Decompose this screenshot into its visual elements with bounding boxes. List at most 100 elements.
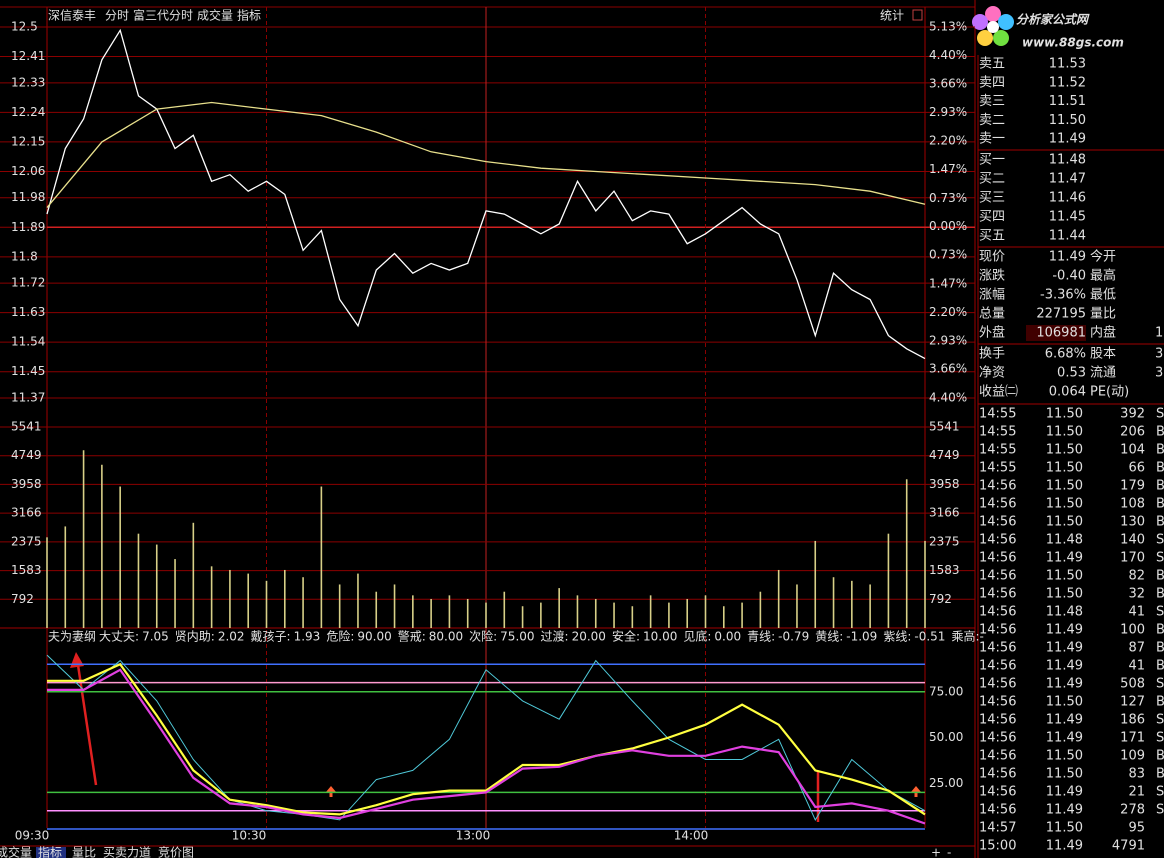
trade-price: 11.50 [1046,569,1083,584]
stat-label: 收益㈡ [979,385,1018,400]
pct-tick-label: 5.13% [929,20,967,34]
volume-bar [192,522,195,628]
trade-side: S [1156,605,1164,620]
footer-tab[interactable]: 成交量 [0,845,32,858]
stat-label: 现价 [979,250,1005,265]
trade-side: B [1156,695,1164,710]
trade-volume: 127 [1120,695,1145,710]
price-tick-label: 11.45 [11,364,45,378]
pct-tick-label: 0.73% [929,191,967,205]
trade-side: S [1156,803,1164,818]
trade-price: 11.50 [1046,443,1083,458]
pct-tick-label: 2.20% [929,305,967,319]
volume-bar [174,559,176,628]
x-tick-label: 13:00 [456,829,491,843]
volume-bar [82,450,85,628]
logo-icon [972,6,1014,46]
icon[interactable] [912,9,923,21]
trade-volume: 83 [1128,767,1145,782]
legend-value: 7.05 [142,630,169,644]
trade-price: 11.50 [1046,515,1083,530]
trade-time: 14:55 [979,407,1016,422]
trade-time: 15:00 [979,839,1016,854]
header-tab[interactable]: 富三代分时 [133,8,193,23]
pct-tick-label: 0.73% [929,248,967,262]
volume-bar [521,606,524,628]
trade-price: 11.50 [1046,479,1083,494]
pct-tick-label: 3.66% [929,77,967,91]
footer-button[interactable]: + [931,846,941,858]
footer-button[interactable]: - [947,846,951,858]
volume-bar [576,595,579,628]
stock-name: 深信泰丰 [48,9,96,23]
order-price: 11.49 [1049,132,1086,147]
footer-tab[interactable]: 量比 [72,846,96,858]
trade-volume: 108 [1120,497,1145,512]
header-tab[interactable]: 分时 [105,9,129,23]
volume-bar [613,602,615,628]
trade-price: 11.50 [1046,425,1083,440]
volume-bar [741,602,743,628]
volume-bar [832,577,835,628]
trade-time: 14:55 [979,461,1016,476]
trade-price: 11.50 [1046,461,1083,476]
footer-tab[interactable]: 指标 [38,845,62,858]
header-tab[interactable]: 指标 [237,8,261,23]
footer-tab[interactable]: 买卖力道 [103,846,151,858]
trade-volume: 392 [1120,407,1145,422]
volume-tick-label: 3958 [11,477,42,491]
legend-name: 次险: [469,629,497,644]
volume-bar [375,591,378,628]
volume-bar [869,584,871,628]
stat-label: 涨幅 [979,288,1005,303]
trade-time: 14:56 [979,677,1016,692]
trade-price: 11.49 [1046,785,1083,800]
trade-side: S [1156,731,1164,746]
stat-value: -0.40 [1052,269,1086,284]
trade-volume: 21 [1128,785,1145,800]
price-tick-label: 12.41 [11,49,45,63]
pct-tick-label: 2.93% [929,105,967,119]
header-tab[interactable]: 成交量 [197,8,233,23]
order-price: 11.48 [1049,153,1086,168]
trade-volume: 95 [1128,821,1145,836]
trade-price: 11.49 [1046,677,1083,692]
trade-time: 14:57 [979,821,1016,836]
order-price: 11.46 [1049,191,1086,206]
trade-volume: 278 [1120,803,1145,818]
trade-time: 14:56 [979,533,1016,548]
content: 深信泰丰 分时 富三代分时 成交量 指标 统计12.512.4112.3312.2412.… [0,7,1164,858]
order-label: 卖四 [979,75,1005,90]
price-tick-label: 11.72 [11,276,45,290]
volume-tick-label: 4749 [11,448,42,462]
stat-label: 换手 [979,347,1005,362]
volume-bar [357,573,359,628]
volume-bar [283,569,286,628]
pct-tick-label: 4.40% [929,391,967,405]
order-price: 11.47 [1049,172,1086,187]
signal-arrow [326,786,921,797]
trade-price: 11.50 [1046,767,1083,782]
trade-time: 14:56 [979,623,1016,638]
volume-bar [137,533,140,628]
trade-price: 11.50 [1046,695,1083,710]
trade-side: B [1156,767,1164,782]
order-label: 买四 [979,210,1005,225]
trade-time: 14:56 [979,713,1016,728]
legend-name: 乘高:- [951,629,983,644]
volume-bar [924,540,926,628]
volume-bar [558,588,560,628]
footer-tab[interactable]: 竞价图 [158,846,194,858]
legend-value: 20.00 [572,630,606,644]
trade-time: 14:56 [979,767,1016,782]
trade-volume: 82 [1128,569,1145,584]
trade-side: B [1156,515,1164,530]
legend-name: 见底: [683,629,711,644]
trade-time: 14:56 [979,587,1016,602]
trade-price: 11.49 [1046,713,1083,728]
volume-tick-label: 5541 [929,420,960,434]
trade-volume: 130 [1120,515,1145,530]
trade-price: 11.50 [1046,497,1083,512]
stat-button[interactable]: 统计 [880,9,904,23]
trade-time: 14:56 [979,641,1016,656]
